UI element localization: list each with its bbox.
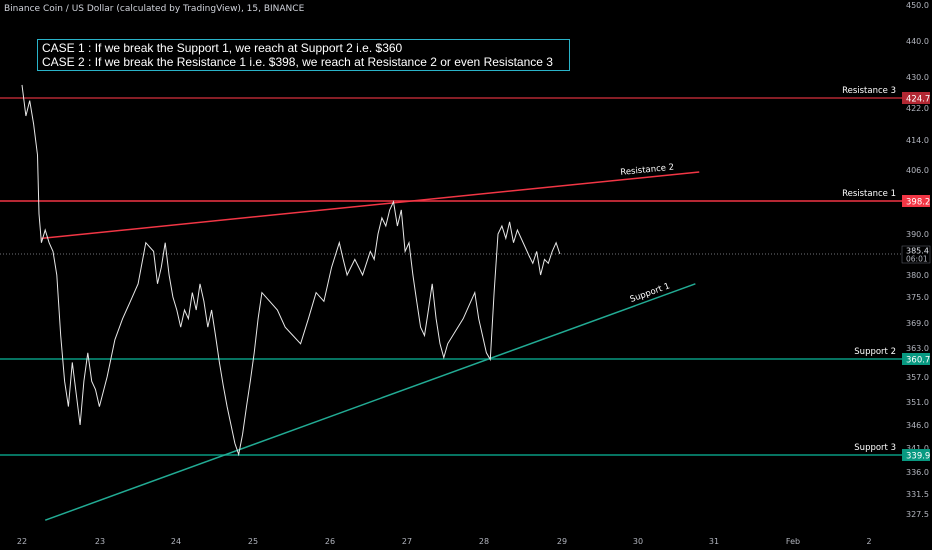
- level-price-tag: [902, 92, 930, 104]
- y-tick-label: 380.0: [906, 271, 929, 280]
- y-tick-label: 331.5: [906, 490, 929, 499]
- x-tick-label: 29: [557, 537, 567, 546]
- y-tick-label: 430.0: [906, 73, 929, 82]
- trendline-label: Support 1: [629, 281, 672, 305]
- last-price-label: 385.4: [906, 247, 929, 256]
- trendline[interactable]: [44, 283, 696, 521]
- level-price-label: 424.7: [906, 95, 930, 105]
- x-tick-label: 31: [709, 537, 719, 546]
- level-name: Support 3: [854, 443, 896, 453]
- y-tick-label: 336.0: [906, 468, 929, 477]
- annotation-line-1: CASE 1 : If we break the Support 1, we r…: [42, 41, 403, 55]
- y-tick-label: 440.0: [906, 37, 929, 46]
- x-tick-label: 25: [248, 537, 258, 546]
- x-tick-label: 23: [95, 537, 105, 546]
- y-tick-label: 369.0: [906, 319, 929, 328]
- chart-title: Binance Coin / US Dollar (calculated by …: [4, 4, 305, 14]
- level-price-tag: [902, 195, 930, 207]
- y-tick-label: 357.0: [906, 373, 929, 382]
- x-tick-label: 24: [171, 537, 181, 546]
- x-tick-label: 22: [17, 537, 27, 546]
- countdown-label: 06:01: [906, 255, 928, 264]
- level-price-tag: [902, 449, 930, 461]
- y-tick-label: 351.0: [906, 398, 929, 407]
- y-tick-label: 406.0: [906, 166, 929, 175]
- level-price-tag: [902, 353, 930, 365]
- y-tick-label: 414.0: [906, 136, 929, 145]
- x-tick-label: Feb: [786, 537, 800, 546]
- level-name: Support 2: [854, 347, 896, 357]
- last-price-tag: [901, 245, 931, 264]
- annotation-box[interactable]: CASE 1 : If we break the Support 1, we r…: [37, 39, 570, 71]
- x-tick-label: 2: [866, 537, 871, 546]
- y-tick-label: 327.5: [906, 510, 929, 519]
- y-tick-label: 346.0: [906, 421, 929, 430]
- y-tick-label: 375.0: [906, 293, 929, 302]
- x-tick-label: 27: [402, 537, 412, 546]
- price-series-line: [21, 84, 561, 457]
- y-tick-label: 390.0: [906, 230, 929, 239]
- x-tick-label: 28: [479, 537, 489, 546]
- trendline[interactable]: [41, 171, 700, 240]
- y-tick-label: 341.0: [906, 444, 929, 453]
- x-tick-label: 26: [325, 537, 335, 546]
- level-name: Resistance 3: [842, 86, 896, 96]
- y-tick-label: 450.0: [906, 1, 929, 10]
- annotation-line-2: CASE 2 : If we break the Resistance 1 i.…: [42, 55, 553, 69]
- level-price-label: 398.2: [906, 198, 930, 208]
- y-tick-label: 363.0: [906, 344, 929, 353]
- level-name: Resistance 1: [842, 189, 896, 199]
- x-tick-label: 30: [633, 537, 643, 546]
- level-price-label: 360.7: [906, 356, 930, 366]
- level-price-label: 339.9: [906, 452, 930, 462]
- y-tick-label: 422.0: [906, 104, 929, 113]
